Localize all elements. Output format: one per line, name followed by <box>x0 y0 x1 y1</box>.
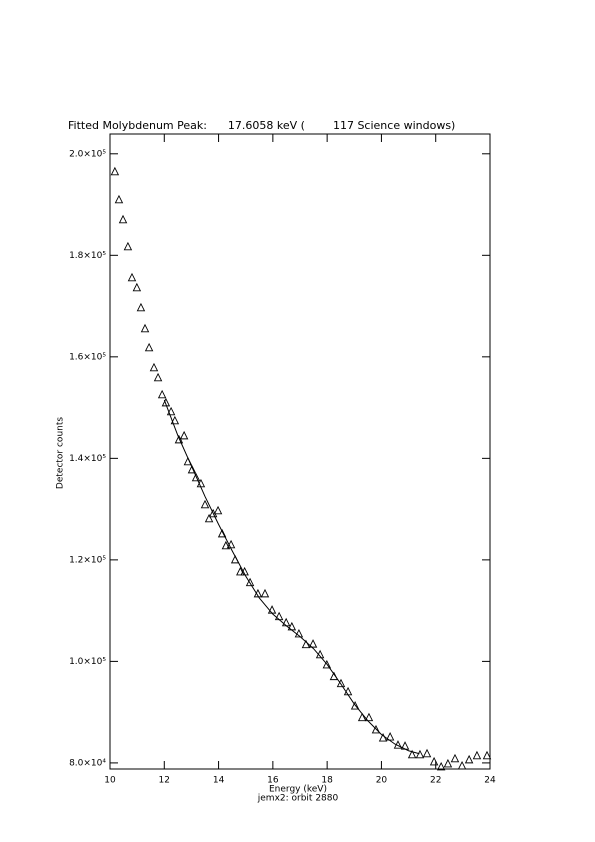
data-point <box>136 302 146 312</box>
data-point <box>294 628 304 638</box>
x-tick-label: 12 <box>159 776 170 786</box>
data-point <box>161 397 171 407</box>
data-point <box>385 732 395 741</box>
data-point <box>436 761 446 771</box>
data-point <box>114 194 124 204</box>
data-point <box>236 566 245 576</box>
data-point <box>123 241 133 251</box>
y-axis-label: Detector counts <box>56 417 66 489</box>
data-point <box>364 712 374 722</box>
x-tick-label: 14 <box>213 776 225 786</box>
data-point <box>322 659 332 669</box>
data-point <box>308 639 318 648</box>
data-point <box>450 753 460 763</box>
data-point <box>213 505 223 515</box>
x-tick-label: 10 <box>104 776 116 786</box>
y-tick-label: 1.0×10⁵ <box>69 657 106 667</box>
data-point <box>204 513 214 523</box>
x-axis-label: Energy (keV) <box>269 785 327 795</box>
y-tick-label: 1.4×10⁵ <box>69 454 106 464</box>
data-point <box>170 415 180 425</box>
data-point <box>336 678 346 688</box>
data-point <box>179 430 189 440</box>
data-point <box>245 577 255 587</box>
data-point <box>350 701 360 710</box>
data-point <box>157 389 167 399</box>
data-point <box>357 712 367 722</box>
data-point <box>149 362 159 372</box>
subtitle: jemx2: orbit 2880 <box>257 794 339 804</box>
data-point <box>482 750 492 760</box>
data-point <box>422 748 432 758</box>
x-tick-label: 20 <box>376 776 388 786</box>
data-point <box>127 272 137 282</box>
data-point <box>464 754 474 764</box>
y-tick-label: 8.0×10⁴ <box>69 758 106 768</box>
data-point <box>457 760 467 770</box>
x-tick-label: 18 <box>321 776 333 786</box>
data-point <box>144 342 154 352</box>
data-point <box>429 756 439 766</box>
y-tick-label: 1.8×10⁵ <box>69 251 106 261</box>
y-tick-label: 1.6×10⁵ <box>69 352 106 362</box>
data-point <box>443 758 453 768</box>
chart-title: Fitted Molybdenum Peak: 17.6058 keV ( 11… <box>68 119 455 132</box>
x-tick-label: 24 <box>484 776 496 786</box>
data-point <box>166 406 176 416</box>
data-point <box>301 639 311 649</box>
data-point <box>260 588 270 598</box>
fit-line <box>163 399 420 755</box>
data-point <box>407 749 417 759</box>
data-point <box>187 464 197 474</box>
plot-frame <box>109 133 491 770</box>
data-point <box>378 733 388 742</box>
data-point <box>472 750 482 760</box>
x-tick-label: 22 <box>430 776 441 786</box>
data-point <box>217 528 227 538</box>
data-point <box>191 472 201 482</box>
data-point <box>371 724 381 734</box>
data-point <box>118 214 128 224</box>
y-tick-label: 2.0×10⁵ <box>69 149 106 159</box>
data-point <box>415 749 425 759</box>
data-point <box>110 166 120 176</box>
data-point <box>132 282 142 292</box>
data-point <box>200 499 210 509</box>
data-point <box>221 540 231 550</box>
data-point <box>174 434 184 444</box>
y-tick-label: 1.2×10⁵ <box>69 555 106 565</box>
data-point <box>140 323 150 333</box>
x-tick-label: 16 <box>267 776 279 786</box>
data-point <box>153 372 163 382</box>
